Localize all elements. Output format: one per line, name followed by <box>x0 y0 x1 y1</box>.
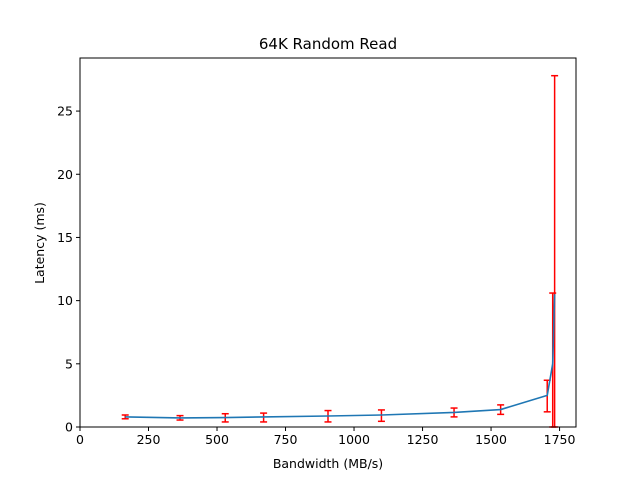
x-tick-label: 500 <box>205 432 229 447</box>
axes-frame <box>79 57 577 428</box>
y-axis: 0 5 10 15 20 25 <box>57 104 80 435</box>
x-tick-label: 750 <box>274 432 298 447</box>
x-axis-label: Bandwidth (MB/s) <box>273 456 383 471</box>
chart-title: 64K Random Read <box>259 35 397 53</box>
x-axis: 0 250 500 750 1000 1250 1500 1750 <box>76 427 576 447</box>
y-tick-label: 15 <box>57 230 73 245</box>
x-tick-label: 1500 <box>475 432 507 447</box>
series-line <box>125 294 556 419</box>
x-tick-label: 0 <box>76 432 84 447</box>
y-tick-label: 25 <box>57 104 73 119</box>
x-tick-label: 1000 <box>338 432 370 447</box>
y-tick-label: 5 <box>65 356 73 371</box>
y-tick-label: 20 <box>57 167 73 182</box>
x-tick-label: 1750 <box>544 432 576 447</box>
x-tick-label: 250 <box>137 432 161 447</box>
y-tick-label: 0 <box>65 420 73 435</box>
y-tick-label: 10 <box>57 293 73 308</box>
y-axis-label: Latency (ms) <box>32 202 47 284</box>
x-tick-label: 1250 <box>407 432 439 447</box>
plot-area <box>121 74 559 428</box>
